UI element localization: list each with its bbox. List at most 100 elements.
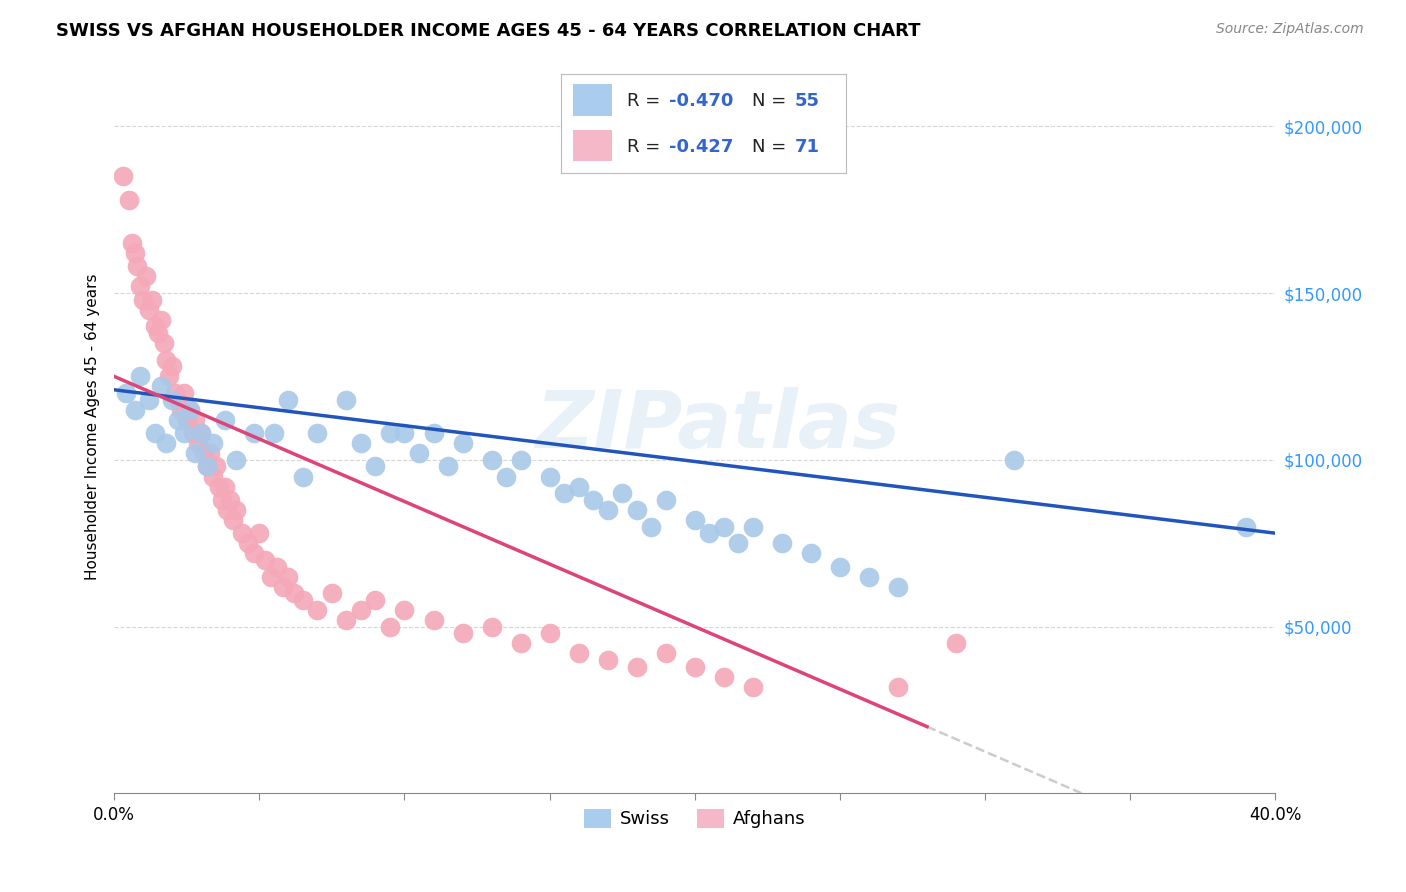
Point xyxy=(214,413,236,427)
Point xyxy=(612,486,634,500)
Point xyxy=(335,613,357,627)
Point xyxy=(152,336,174,351)
Point xyxy=(225,503,247,517)
Point xyxy=(135,269,157,284)
Point xyxy=(162,392,184,407)
Point xyxy=(683,659,706,673)
Point xyxy=(167,392,190,407)
Point xyxy=(141,293,163,307)
Point xyxy=(350,436,373,450)
Point xyxy=(271,580,294,594)
Point xyxy=(179,402,201,417)
Text: SWISS VS AFGHAN HOUSEHOLDER INCOME AGES 45 - 64 YEARS CORRELATION CHART: SWISS VS AFGHAN HOUSEHOLDER INCOME AGES … xyxy=(56,22,921,40)
Point xyxy=(422,426,444,441)
Point xyxy=(451,626,474,640)
Point xyxy=(181,426,204,441)
Point xyxy=(121,235,143,250)
Point xyxy=(162,359,184,374)
Point xyxy=(394,603,416,617)
Point xyxy=(157,369,180,384)
Point xyxy=(149,312,172,326)
Point xyxy=(378,426,401,441)
Point xyxy=(713,519,735,533)
Point xyxy=(214,479,236,493)
Point xyxy=(190,426,212,441)
Point xyxy=(481,619,503,633)
Point xyxy=(481,453,503,467)
Point xyxy=(195,459,218,474)
Point xyxy=(291,469,314,483)
Point xyxy=(242,546,264,560)
Point xyxy=(129,279,152,293)
Point xyxy=(553,486,575,500)
Point xyxy=(741,519,763,533)
Point xyxy=(283,586,305,600)
Point xyxy=(307,426,329,441)
Point xyxy=(138,302,160,317)
Point xyxy=(713,670,735,684)
Point xyxy=(364,593,387,607)
Point xyxy=(655,492,678,507)
Point xyxy=(321,586,343,600)
Point xyxy=(198,446,221,460)
Point xyxy=(266,559,288,574)
Point xyxy=(538,626,561,640)
Point xyxy=(260,569,283,583)
Point xyxy=(394,426,416,441)
Point xyxy=(741,680,763,694)
Point xyxy=(118,193,141,207)
Point xyxy=(201,469,224,483)
Point xyxy=(350,603,373,617)
Point xyxy=(408,446,430,460)
Point xyxy=(138,392,160,407)
Point xyxy=(201,436,224,450)
Point xyxy=(111,169,134,184)
Point xyxy=(596,653,619,667)
Point xyxy=(263,426,285,441)
Point xyxy=(770,536,793,550)
Point xyxy=(945,636,967,650)
Point xyxy=(222,513,245,527)
Point xyxy=(193,446,215,460)
Point xyxy=(655,646,678,660)
Point xyxy=(568,479,591,493)
Point xyxy=(173,386,195,401)
Point xyxy=(887,680,910,694)
Point xyxy=(184,413,207,427)
Point xyxy=(204,459,226,474)
Point xyxy=(800,546,823,560)
Point xyxy=(378,619,401,633)
Point xyxy=(509,453,531,467)
Point xyxy=(247,526,270,541)
Point xyxy=(190,426,212,441)
Point xyxy=(208,479,231,493)
Point xyxy=(335,392,357,407)
Point xyxy=(155,352,177,367)
Point xyxy=(887,580,910,594)
Point xyxy=(236,536,259,550)
Point xyxy=(697,526,720,541)
Point xyxy=(114,386,136,401)
Point xyxy=(422,613,444,627)
Point xyxy=(195,459,218,474)
Point xyxy=(179,402,201,417)
Point xyxy=(225,453,247,467)
Point xyxy=(626,503,648,517)
Point xyxy=(170,402,193,417)
Point xyxy=(242,426,264,441)
Point xyxy=(155,436,177,450)
Point xyxy=(538,469,561,483)
Point xyxy=(124,402,146,417)
Point xyxy=(219,492,242,507)
Point xyxy=(582,492,605,507)
Point xyxy=(509,636,531,650)
Point xyxy=(167,413,190,427)
Point xyxy=(146,326,169,340)
Point xyxy=(596,503,619,517)
Point xyxy=(858,569,880,583)
Point xyxy=(127,260,149,274)
Point xyxy=(437,459,460,474)
Point xyxy=(132,293,155,307)
Point xyxy=(364,459,387,474)
Point xyxy=(307,603,329,617)
